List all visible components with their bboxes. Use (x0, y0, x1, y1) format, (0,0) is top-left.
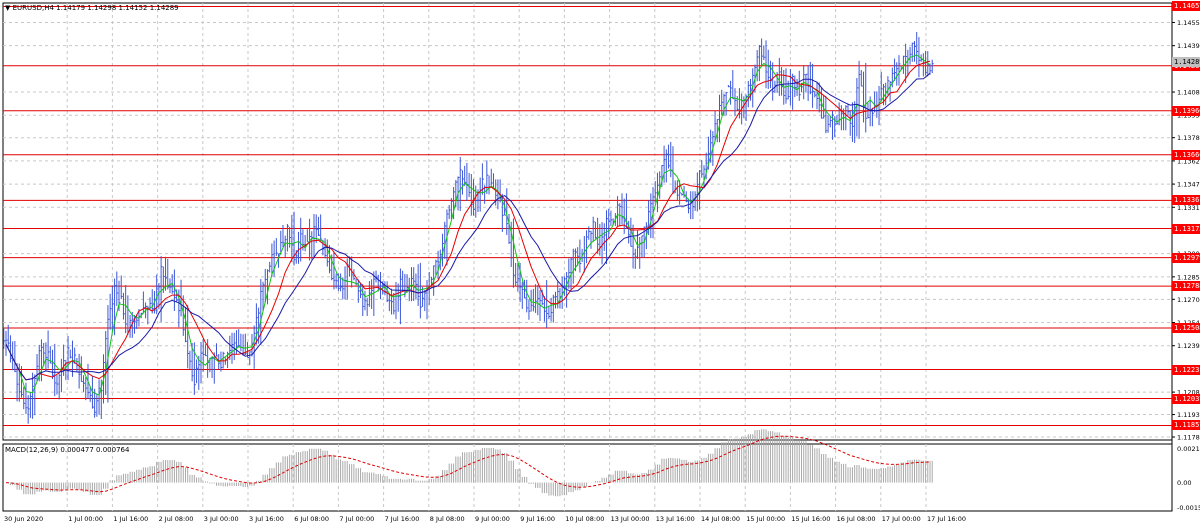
time-tick-label: 13 Jul 16:00 (656, 515, 695, 523)
level-price-tag: 1.12979 (1172, 252, 1200, 263)
time-tick-label: 3 Jul 16:00 (249, 515, 284, 523)
ma-fast-line (5, 54, 931, 396)
time-tick-label: 1 Jul 16:00 (113, 515, 148, 523)
symbol-label: EURUSD,H4 (12, 4, 54, 12)
moving-averages (5, 54, 931, 396)
ohlc-values: 1.14179 1.14298 1.14152 1.14289 (56, 4, 179, 12)
time-tick-label: 30 Jun 2020 (4, 515, 43, 523)
ma-slow-line (5, 72, 931, 381)
time-axis-ticks: 30 Jun 2020 1 Jul 00:00 1 Jul 16:00 2 Jul 0… (4, 515, 966, 523)
level-price-tag: 1.12037 (1172, 393, 1200, 404)
ma-mid-line (5, 60, 931, 381)
price-bars (3, 32, 934, 424)
macd-label: MACD(12,26,9) (5, 446, 59, 454)
time-tick-label: 15 Jul 00:00 (746, 515, 785, 523)
time-tick-label: 15 Jul 16:00 (791, 515, 830, 523)
price-tick-label: 1.14550 (1177, 19, 1200, 27)
time-tick-label: 17 Jul 00:00 (882, 515, 921, 523)
macd-tick-label: -0.00155 (1177, 504, 1200, 512)
macd-values: 0.000477 0.000764 (60, 446, 130, 454)
time-tick-label: 6 Jul 08:00 (294, 515, 329, 523)
price-tick-label: 1.12700 (1177, 296, 1200, 304)
time-tick-label: 7 Jul 16:00 (385, 515, 420, 523)
time-tick-label: 10 Jul 08:00 (565, 515, 604, 523)
time-tick-label: 8 Jul 08:00 (430, 515, 465, 523)
time-tick-label: 16 Jul 08:00 (837, 515, 876, 523)
price-tick-label: 1.13315 (1177, 204, 1200, 212)
horizontal-levels (3, 5, 1172, 426)
price-tick-label: 1.12545 (1177, 319, 1200, 327)
level-price-tag: 1.11857 (1172, 420, 1200, 431)
level-price-tag: 1.13666 (1172, 149, 1200, 160)
level-price-tag: 1.12788 (1172, 281, 1200, 292)
price-tick-label: 1.13470 (1177, 181, 1200, 189)
time-tick-label: 2 Jul 08:00 (159, 515, 194, 523)
price-tick-label: 1.12850 (1177, 273, 1200, 281)
macd-axis-ticks: 0.002103 0.00 -0.00155 (1177, 445, 1200, 512)
level-price-tag: 1.12508 (1172, 323, 1200, 334)
grid-lines (3, 3, 1172, 511)
price-tick-label: 1.12080 (1177, 389, 1200, 397)
level-price-tag: 1.13960 (1172, 105, 1200, 116)
level-price-tag: 1.13173 (1172, 223, 1200, 234)
time-tick-label: 9 Jul 00:00 (475, 515, 510, 523)
main-pane-frame (2, 2, 1173, 441)
time-tick-label: 14 Jul 08:00 (701, 515, 740, 523)
current-price-tag: 1.14289 (1172, 56, 1200, 67)
time-tick-label: 1 Jul 00:00 (68, 515, 103, 523)
macd-signal-line (5, 435, 931, 493)
time-tick-label: 17 Jul 16:00 (927, 515, 966, 523)
price-tick-label: 1.11930 (1177, 411, 1200, 419)
collapse-triangle-icon[interactable]: ▼ (5, 4, 11, 12)
chart-symbol-header: ▼ EURUSD,H4 1.14179 1.14298 1.14152 1.14… (5, 4, 179, 12)
price-tick-label: 1.14395 (1177, 42, 1200, 50)
macd-tick-label: 0.002103 (1177, 445, 1200, 453)
time-tick-label: 3 Jul 00:00 (204, 515, 239, 523)
macd-header: MACD(12,26,9) 0.000477 0.000764 (5, 446, 129, 454)
price-tick-label: 1.13780 (1177, 134, 1200, 142)
macd-tick-label: 0.00 (1177, 479, 1191, 487)
time-tick-label: 7 Jul 00:00 (339, 515, 374, 523)
price-tick-label: 1.13625 (1177, 157, 1200, 165)
price-tick-label: 1.14085 (1177, 89, 1200, 97)
time-tick-label: 13 Jul 00:00 (611, 515, 650, 523)
price-tick-label: 1.11780 (1177, 434, 1200, 442)
level-price-tag: 1.14657 (1172, 1, 1200, 12)
macd-histogram (5, 429, 933, 497)
price-tick-label: 1.12390 (1177, 342, 1200, 350)
time-tick-label: 9 Jul 16:00 (520, 515, 555, 523)
